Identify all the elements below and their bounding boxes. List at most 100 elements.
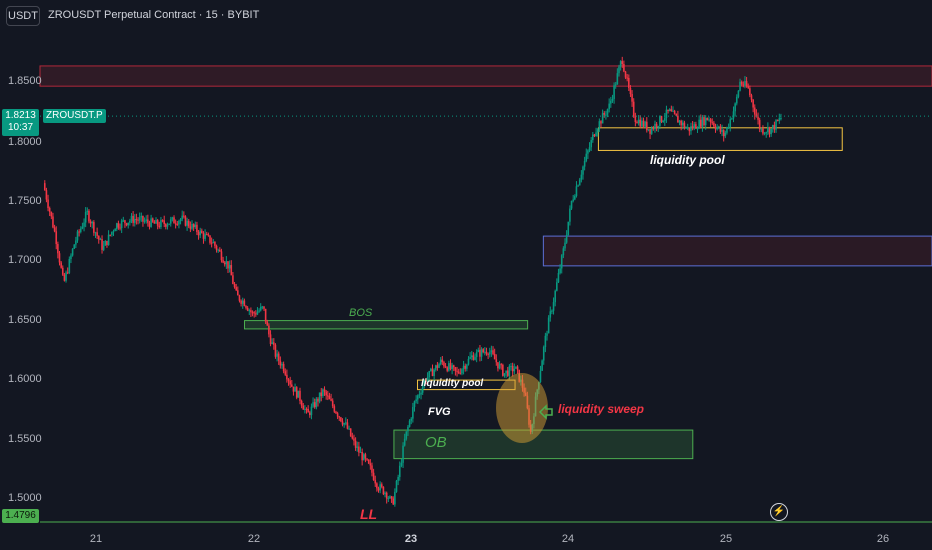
candle-body — [603, 113, 606, 115]
candle-body — [557, 272, 560, 283]
candle-body — [106, 240, 108, 245]
candle-body — [112, 231, 115, 233]
candle-body — [456, 370, 458, 372]
candle-body — [104, 240, 107, 246]
candle-body — [297, 390, 300, 398]
candle-body — [552, 302, 555, 311]
candle-body — [97, 235, 100, 240]
currency-button[interactable]: USDT — [6, 6, 40, 26]
candle-body — [230, 265, 233, 276]
candle-body — [367, 459, 370, 464]
lightning-icon[interactable]: ⚡ — [770, 503, 788, 521]
candle-body — [181, 215, 183, 220]
candle-body — [264, 308, 267, 322]
candle-body — [330, 399, 332, 401]
candle-body — [485, 351, 488, 354]
candle-body — [462, 365, 465, 370]
candle-body — [163, 220, 166, 225]
candle-body — [344, 422, 347, 424]
candle-body — [299, 390, 301, 401]
candle-body — [562, 248, 565, 256]
candle-body — [760, 128, 763, 130]
candle-body — [43, 183, 46, 191]
candle-body — [351, 436, 354, 439]
candle-body — [708, 119, 710, 121]
candle-body — [169, 219, 172, 224]
candle-body — [294, 387, 296, 392]
candle-body — [634, 116, 637, 122]
candle-body — [583, 160, 586, 167]
candle-body — [472, 355, 475, 360]
candle-body — [610, 100, 612, 104]
candle-body — [765, 132, 768, 134]
candle-body — [81, 226, 84, 229]
candle-body — [89, 221, 92, 224]
candle-body — [431, 368, 434, 377]
candle-body — [606, 109, 609, 115]
candle-body — [402, 445, 404, 463]
candle-body — [577, 185, 579, 187]
candle-body — [618, 66, 620, 74]
hand-pointer-icon — [538, 404, 553, 420]
chart-title: ZROUSDT Perpetual Contract · 15 · BYBIT — [48, 9, 260, 21]
candle-body — [291, 384, 293, 387]
candle-body — [302, 405, 305, 410]
candle-body — [647, 129, 650, 131]
candle-body — [547, 317, 550, 334]
candle-body — [372, 472, 375, 481]
candle-body — [246, 307, 249, 311]
candle-body — [719, 126, 722, 132]
candle-body — [124, 220, 126, 224]
candle-body — [775, 119, 777, 130]
candle-body — [757, 116, 759, 120]
x-tick-label: 25 — [719, 533, 733, 545]
candle-body — [580, 174, 583, 180]
candle-body — [68, 258, 71, 273]
candle-body — [295, 387, 298, 398]
y-tick-label: 1.7500 — [8, 195, 42, 207]
candle-body — [194, 224, 197, 228]
candle-body — [148, 222, 151, 227]
candle-body — [457, 371, 460, 373]
candle-body — [433, 369, 435, 377]
candle-body — [178, 220, 180, 225]
candle-body — [405, 431, 408, 439]
candle-body — [207, 234, 210, 236]
candle-body — [287, 379, 290, 381]
candle-body — [201, 230, 203, 234]
candle-body — [58, 253, 61, 263]
candle-body — [778, 118, 781, 121]
candle-body — [279, 360, 282, 366]
candle-body — [436, 365, 439, 368]
y-tick-label: 1.6500 — [8, 314, 42, 326]
candle-body — [722, 130, 725, 137]
candle-body — [745, 81, 748, 87]
candle-body — [312, 402, 314, 407]
candle-body — [353, 438, 355, 441]
candle-body — [407, 426, 409, 432]
candle-body — [438, 364, 440, 368]
candle-body — [209, 235, 211, 243]
ob-label: OB — [425, 434, 447, 451]
candle-body — [721, 130, 723, 132]
candle-body — [642, 120, 645, 127]
candle-body — [390, 496, 393, 499]
candle-body — [238, 295, 241, 301]
candle-body — [389, 496, 391, 499]
candle-body — [313, 402, 316, 408]
candle-body — [304, 408, 306, 410]
candle-body — [320, 392, 323, 397]
candle-body — [605, 114, 607, 116]
candle-body — [212, 241, 215, 244]
candle-body — [259, 306, 262, 311]
candle-body — [362, 454, 365, 461]
liquidity-sweep-circle — [496, 373, 548, 443]
candle-body — [752, 99, 754, 108]
candle-body — [560, 255, 563, 269]
candle-body — [220, 251, 223, 261]
candle-body — [115, 223, 118, 229]
candle-body — [191, 223, 193, 229]
candle-body — [763, 132, 766, 134]
zones-layer — [39, 65, 932, 460]
